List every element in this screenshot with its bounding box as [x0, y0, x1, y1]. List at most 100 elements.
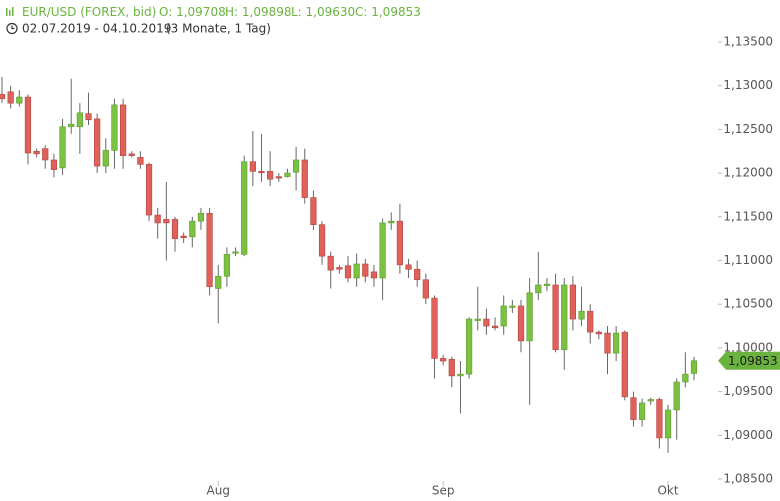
candle-body: [483, 318, 490, 327]
candle-body: [630, 397, 637, 420]
candle-body: [457, 373, 464, 377]
y-tick-label: 1,13000: [723, 78, 773, 92]
date-range: 02.07.2019 - 04.10.2019: [22, 22, 171, 36]
chart-title: EUR/USD (FOREX, bid): [22, 5, 156, 19]
candle-body: [145, 164, 153, 216]
candle-body: [647, 399, 654, 402]
candle-body: [500, 305, 507, 327]
candle-body: [379, 222, 386, 279]
ohlc-low: L: 1,09630: [291, 5, 355, 19]
candle-body: [232, 251, 239, 254]
candle-body: [509, 305, 516, 308]
candle-body: [206, 213, 213, 288]
candle-body: [327, 255, 334, 271]
price-tag-label: 1,09853: [728, 354, 778, 368]
y-tick-label: 1,09000: [723, 428, 773, 442]
candle-body: [258, 171, 265, 174]
y-tick-label: 1,12000: [723, 166, 773, 180]
candle-body: [59, 126, 66, 169]
candle-body: [68, 123, 75, 128]
candle-body: [604, 332, 611, 354]
candle-body: [76, 112, 83, 128]
candle-body: [526, 292, 533, 342]
candle-body: [613, 332, 620, 354]
candle-body: [656, 399, 663, 439]
candle-body: [682, 373, 689, 383]
candle-body: [353, 263, 360, 279]
ohlc-open: O: 1,09708: [159, 5, 226, 19]
candle-body: [543, 283, 551, 286]
candle-body: [318, 224, 326, 257]
y-tick-label: 1,10000: [723, 340, 773, 354]
candle-body: [171, 219, 179, 239]
candle-body: [102, 150, 109, 167]
candle-body: [690, 360, 698, 374]
candle-body: [388, 220, 395, 224]
ohlc-high: H: 1,09898: [225, 5, 292, 19]
candle-body: [638, 402, 646, 420]
candle-body: [50, 159, 57, 170]
candle-body: [491, 325, 499, 329]
candle-body: [440, 358, 447, 362]
candle-body: [414, 268, 421, 281]
candle-body: [587, 310, 594, 333]
candle-body: [85, 113, 92, 121]
y-tick-label: 1,13500: [723, 34, 773, 48]
candle-body: [673, 381, 680, 411]
candle-body: [595, 331, 602, 335]
y-tick-label: 1,12500: [723, 122, 773, 136]
candle-body: [535, 284, 542, 294]
candle-body: [120, 104, 127, 156]
candle-body: [33, 150, 40, 155]
candle-body: [7, 91, 14, 104]
candle-body: [111, 104, 118, 151]
candle-body: [284, 172, 291, 177]
x-tick-label: Aug: [207, 484, 230, 498]
candle-body: [621, 331, 628, 398]
candle-body: [362, 263, 369, 277]
candle-body: [137, 157, 144, 165]
y-tick-label: 1,11500: [723, 209, 773, 223]
candle-body: [94, 118, 101, 167]
candle-body: [223, 254, 231, 277]
candle-body: [301, 159, 308, 198]
y-tick-label: 1,10500: [723, 297, 773, 311]
y-tick-label: 1,08500: [723, 472, 773, 486]
price-tag: [718, 351, 780, 370]
period: (3 Monate, 1 Tag): [166, 22, 271, 36]
candle-body: [396, 220, 404, 266]
candle-body: [42, 148, 49, 161]
x-tick-label: Sep: [432, 484, 455, 498]
candle-body: [163, 219, 170, 224]
candle-body: [16, 96, 23, 104]
candle-body: [215, 275, 222, 289]
candle-body: [0, 94, 6, 100]
candle-body: [561, 284, 568, 350]
candle-body: [336, 267, 343, 270]
candle-body: [189, 220, 196, 238]
candle-body: [474, 318, 481, 321]
candle-body: [664, 409, 672, 439]
candle-body: [310, 197, 317, 225]
candle-body: [197, 213, 205, 222]
x-tick-label: Okt: [657, 484, 678, 498]
candle-body: [517, 305, 525, 342]
candle-body: [405, 264, 412, 270]
candle-body: [578, 310, 585, 320]
candle-body: [552, 284, 559, 350]
candle-body: [275, 176, 282, 179]
ohlc-close: C: 1,09853: [355, 5, 421, 19]
candle-body: [569, 284, 576, 320]
candle-body: [267, 171, 274, 180]
candle-body: [292, 159, 300, 173]
candle-body: [24, 96, 32, 154]
candle-body: [422, 279, 429, 299]
candle-body: [370, 271, 378, 279]
clock-icon: [6, 22, 18, 35]
y-tick-label: 1,09500: [723, 384, 773, 398]
candle-body: [448, 358, 455, 377]
candle-body: [180, 235, 187, 239]
candle-body: [344, 265, 352, 279]
candle-body: [241, 161, 248, 255]
